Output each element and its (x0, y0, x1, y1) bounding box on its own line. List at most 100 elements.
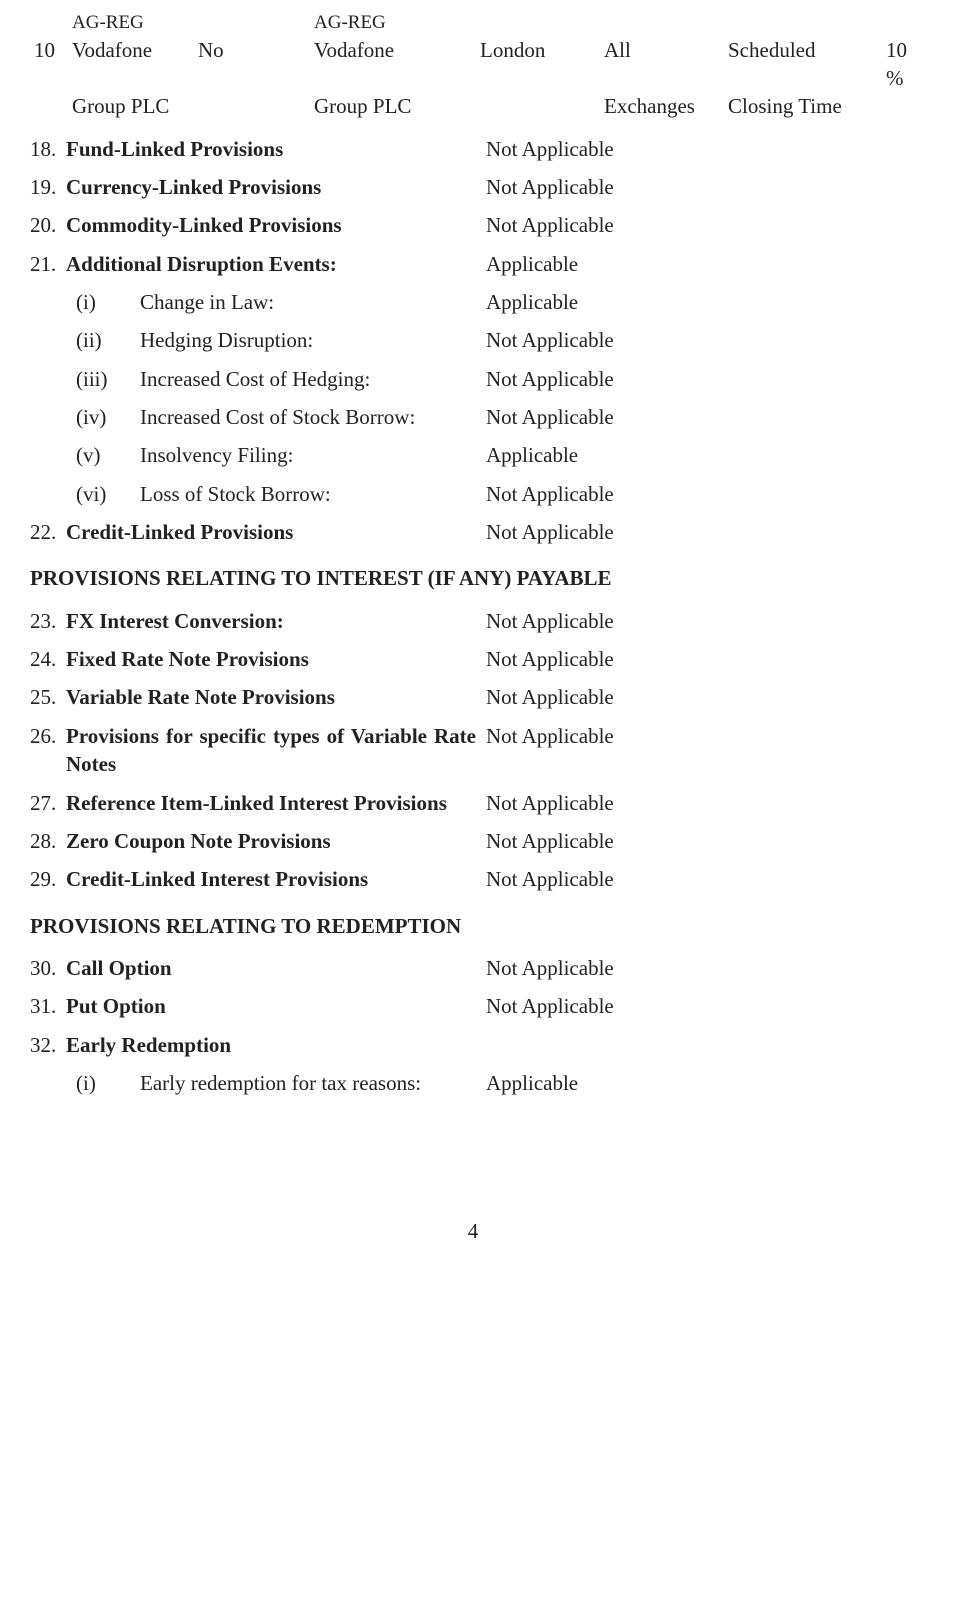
sub-provision-row: (v) Insolvency Filing: Applicable (30, 441, 916, 469)
provision-row: 32. Early Redemption (30, 1031, 916, 1059)
provision-label: Call Option (66, 954, 486, 982)
provision-value: Not Applicable (486, 607, 916, 635)
provision-value (486, 1031, 916, 1059)
provision-number: 31. (30, 992, 66, 1020)
provision-number: 26. (30, 722, 66, 779)
provision-number: 29. (30, 865, 66, 893)
sub-roman: (i) (30, 288, 140, 316)
sub-label: Change in Law: (140, 288, 486, 316)
sub-provision-row: (ii) Hedging Disruption: Not Applicable (30, 326, 916, 354)
provision-value: Not Applicable (486, 827, 916, 855)
provision-number: 30. (30, 954, 66, 982)
cell (30, 10, 68, 36)
sub-label: Increased Cost of Hedging: (140, 365, 486, 393)
cell: Group PLC (310, 92, 476, 120)
page-number: 4 (30, 1217, 916, 1245)
provision-number: 24. (30, 645, 66, 673)
provision-value: Not Applicable (486, 173, 916, 201)
provision-value: Not Applicable (486, 683, 916, 711)
section-heading-redemption: PROVISIONS RELATING TO REDEMPTION (30, 912, 916, 940)
sub-label: Hedging Disruption: (140, 326, 486, 354)
provision-label: FX Interest Conversion: (66, 607, 486, 635)
cell: 10 (30, 36, 68, 93)
provision-number: 21. (30, 250, 66, 278)
sub-provision-row: (i) Change in Law: Applicable (30, 288, 916, 316)
sub-roman: (iv) (30, 403, 140, 431)
cell: All (600, 36, 724, 93)
cell: Vodafone (310, 36, 476, 93)
cell: Scheduled (724, 36, 882, 93)
header-table: AG-REG AG-REG 10 Vodafone No Vodafone Lo… (30, 10, 916, 121)
sub-provision-row: (vi) Loss of Stock Borrow: Not Applicabl… (30, 480, 916, 508)
provision-value: Not Applicable (486, 645, 916, 673)
cell: No (194, 36, 310, 93)
provision-label: Reference Item-Linked Interest Provision… (66, 789, 486, 817)
provision-row: 19. Currency-Linked Provisions Not Appli… (30, 173, 916, 201)
provision-row: 27. Reference Item-Linked Interest Provi… (30, 789, 916, 817)
cell (30, 92, 68, 120)
sub-value: Applicable (486, 441, 916, 469)
provision-value: Not Applicable (486, 865, 916, 893)
sub-value: Not Applicable (486, 403, 916, 431)
cell: AG-REG (68, 10, 194, 36)
cell (476, 10, 600, 36)
table-row: 10 Vodafone No Vodafone London All Sched… (30, 36, 916, 93)
provision-row: 18. Fund-Linked Provisions Not Applicabl… (30, 135, 916, 163)
table-row: Group PLC Group PLC Exchanges Closing Ti… (30, 92, 916, 120)
sub-value: Applicable (486, 1069, 916, 1097)
sub-value: Not Applicable (486, 480, 916, 508)
provision-number: 20. (30, 211, 66, 239)
sub-roman: (iii) (30, 365, 140, 393)
provision-value: Not Applicable (486, 211, 916, 239)
sub-roman: (ii) (30, 326, 140, 354)
sub-value: Not Applicable (486, 365, 916, 393)
sub-roman: (vi) (30, 480, 140, 508)
provision-row: 23. FX Interest Conversion: Not Applicab… (30, 607, 916, 635)
provision-row: 31. Put Option Not Applicable (30, 992, 916, 1020)
cell (724, 10, 882, 36)
section-heading-interest: PROVISIONS RELATING TO INTEREST (IF ANY)… (30, 564, 916, 592)
cell (600, 10, 724, 36)
provision-label: Fund-Linked Provisions (66, 135, 486, 163)
provision-number: 23. (30, 607, 66, 635)
sub-provision-row: (iv) Increased Cost of Stock Borrow: Not… (30, 403, 916, 431)
provision-label: Early Redemption (66, 1031, 486, 1059)
provision-label: Currency-Linked Provisions (66, 173, 486, 201)
cell (476, 92, 600, 120)
sub-label: Insolvency Filing: (140, 441, 486, 469)
sub-provision-row: (iii) Increased Cost of Hedging: Not App… (30, 365, 916, 393)
provision-row: 28. Zero Coupon Note Provisions Not Appl… (30, 827, 916, 855)
sub-label: Loss of Stock Borrow: (140, 480, 486, 508)
provision-label: Credit-Linked Provisions (66, 518, 486, 546)
sub-label: Increased Cost of Stock Borrow: (140, 403, 486, 431)
provision-number: 18. (30, 135, 66, 163)
provision-row: 26. Provisions for specific types of Var… (30, 722, 916, 779)
provision-label: Commodity-Linked Provisions (66, 211, 486, 239)
provision-number: 32. (30, 1031, 66, 1059)
sub-label: Early redemption for tax reasons: (140, 1069, 486, 1097)
provision-label: Put Option (66, 992, 486, 1020)
provision-label: Credit-Linked Interest Provisions (66, 865, 486, 893)
provision-value: Not Applicable (486, 954, 916, 982)
provision-value: Applicable (486, 250, 916, 278)
sub-value: Applicable (486, 288, 916, 316)
sub-provision-row: (i) Early redemption for tax reasons: Ap… (30, 1069, 916, 1097)
provision-value: Not Applicable (486, 789, 916, 817)
cell: Vodafone (68, 36, 194, 93)
cell: Closing Time (724, 92, 882, 120)
provision-row: 24. Fixed Rate Note Provisions Not Appli… (30, 645, 916, 673)
table-row: AG-REG AG-REG (30, 10, 916, 36)
cell: London (476, 36, 600, 93)
cell (882, 10, 916, 36)
cell (194, 10, 310, 36)
sub-roman: (v) (30, 441, 140, 469)
provision-number: 25. (30, 683, 66, 711)
cell (194, 92, 310, 120)
provision-value: Not Applicable (486, 135, 916, 163)
provision-row: 20. Commodity-Linked Provisions Not Appl… (30, 211, 916, 239)
provision-label: Additional Disruption Events: (66, 250, 486, 278)
provision-label: Provisions for specific types of Variabl… (66, 722, 486, 779)
cell: AG-REG (310, 10, 476, 36)
provision-value: Not Applicable (486, 518, 916, 546)
provision-number: 22. (30, 518, 66, 546)
